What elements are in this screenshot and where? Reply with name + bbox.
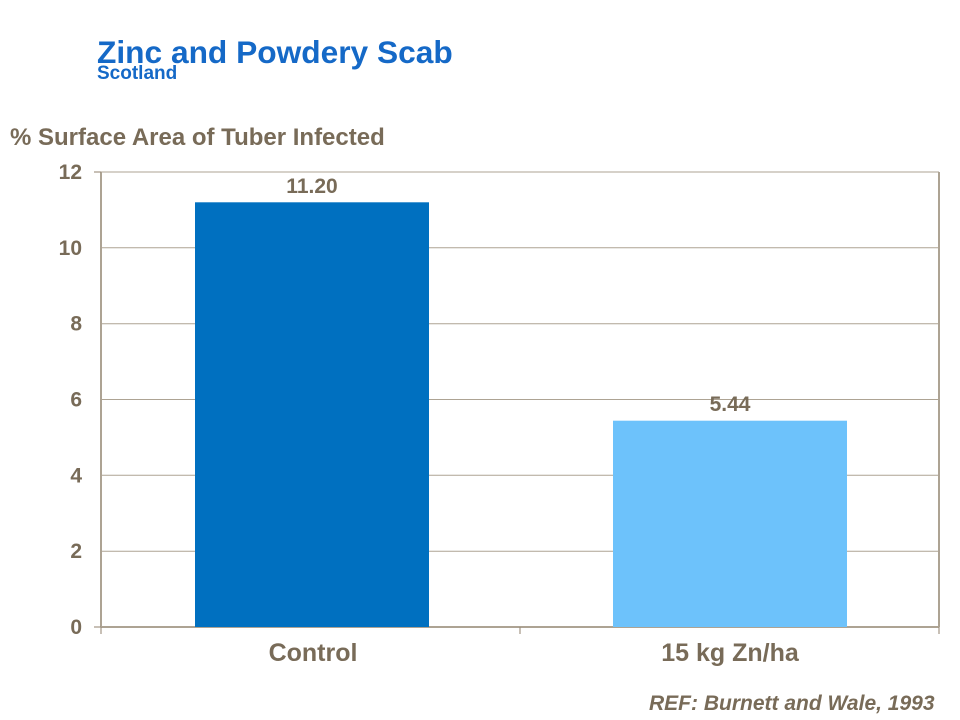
svg-text:10: 10 [59,237,82,260]
svg-text:11.20: 11.20 [286,175,337,198]
svg-text:8: 8 [70,313,82,336]
svg-text:4: 4 [70,464,82,487]
svg-text:6: 6 [70,389,82,412]
svg-text:15 kg Zn/ha: 15 kg Zn/ha [661,639,800,667]
svg-text:Control: Control [269,639,358,667]
svg-text:2: 2 [70,540,82,563]
svg-text:5.44: 5.44 [710,393,751,416]
svg-text:0: 0 [70,616,82,639]
svg-text:12: 12 [59,161,82,184]
